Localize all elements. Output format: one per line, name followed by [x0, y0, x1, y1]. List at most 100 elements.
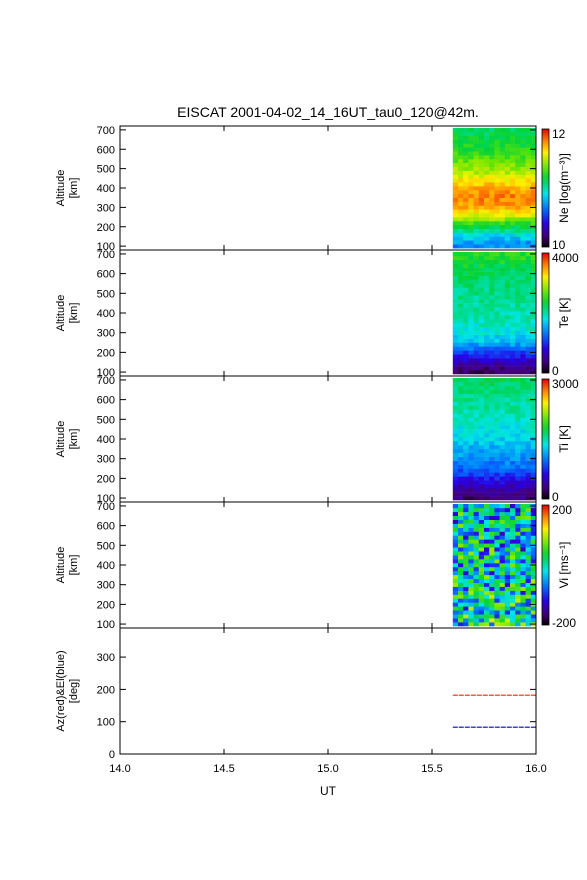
heatmap-cell	[473, 299, 480, 304]
heatmap-cell	[458, 551, 464, 556]
heatmap-cell	[515, 259, 521, 264]
heatmap-cell	[489, 155, 495, 160]
heatmap-cell	[494, 590, 500, 595]
heatmap-cell	[530, 236, 537, 241]
heatmap-cell	[458, 381, 464, 387]
heatmap-cell	[468, 182, 474, 187]
heatmap-cell	[463, 170, 469, 175]
heatmap-cell	[468, 178, 474, 183]
heatmap-cell	[473, 147, 480, 152]
heatmap-cell	[463, 444, 469, 450]
heatmap-cell	[520, 166, 526, 171]
heatmap-cell	[478, 358, 485, 363]
heatmap-cell	[504, 244, 511, 249]
heatmap-cell	[484, 189, 490, 195]
heatmap-cell	[452, 397, 459, 402]
heatmap-cell	[463, 393, 469, 398]
heatmap-cell	[510, 307, 516, 312]
heatmap-cell	[452, 433, 459, 438]
heatmap-cell	[499, 201, 506, 206]
y-tick-label: 700	[97, 501, 115, 513]
heatmap-cell	[468, 228, 474, 233]
heatmap-cell	[458, 421, 464, 426]
heatmap-cell	[468, 385, 474, 390]
heatmap-cell	[499, 618, 506, 623]
heatmap-cell	[499, 397, 506, 402]
heatmap-cell	[530, 295, 537, 300]
heatmap-cell	[463, 224, 469, 229]
heatmap-cell	[468, 511, 474, 516]
heatmap-cell	[499, 563, 506, 568]
heatmap-cell	[494, 543, 500, 548]
heatmap-cell	[463, 217, 469, 222]
heatmap-cell	[499, 366, 506, 371]
heatmap-cell	[468, 255, 474, 261]
y-axis-label: Altitude	[55, 421, 67, 458]
heatmap-cell	[478, 567, 485, 572]
heatmap-cell	[520, 244, 526, 249]
heatmap-cell	[478, 228, 485, 233]
heatmap-cell	[463, 397, 469, 402]
heatmap-cell	[504, 610, 511, 615]
heatmap-cell	[494, 464, 500, 469]
heatmap-cell	[484, 147, 490, 152]
heatmap-cell	[510, 606, 516, 611]
heatmap-cell	[499, 311, 506, 316]
heatmap-cell	[525, 162, 532, 167]
heatmap-cell	[458, 330, 464, 335]
heatmap-cell	[515, 350, 521, 355]
heatmap-cell	[484, 405, 490, 410]
heatmap-cell	[473, 279, 480, 284]
heatmap-cell	[520, 381, 526, 387]
heatmap-cell	[525, 342, 532, 347]
heatmap-cell	[484, 456, 490, 461]
heatmap-cell	[504, 397, 511, 402]
heatmap-cell	[525, 397, 532, 402]
heatmap-cell	[458, 464, 464, 469]
heatmap-cell	[494, 480, 500, 485]
heatmap-cell	[478, 492, 485, 497]
heatmap-cell	[458, 162, 464, 167]
heatmap-cell	[525, 366, 532, 371]
heatmap-cell	[515, 389, 521, 394]
heatmap-cell	[458, 178, 464, 183]
heatmap-cell	[504, 147, 511, 152]
heatmap-cell	[515, 299, 521, 304]
heatmap-cell	[525, 303, 532, 308]
x-tick-label: 15.0	[317, 763, 338, 775]
heatmap-cell	[473, 315, 480, 320]
heatmap-cell	[463, 139, 469, 144]
heatmap-cell	[452, 555, 459, 560]
heatmap-cell	[458, 582, 464, 587]
heatmap-cell	[452, 464, 459, 469]
heatmap-cell	[520, 322, 526, 327]
heatmap-cell	[489, 193, 495, 198]
heatmap-cell	[452, 291, 459, 296]
heatmap-cell	[515, 342, 521, 347]
heatmap-cell	[473, 539, 480, 544]
heatmap-cell	[473, 496, 480, 501]
heatmap-cell	[494, 186, 500, 191]
heatmap-cell	[504, 405, 511, 410]
heatmap-cell	[499, 178, 506, 183]
heatmap-cell	[515, 397, 521, 402]
heatmap-cell	[525, 186, 532, 191]
heatmap-cell	[458, 342, 464, 347]
heatmap-cell	[499, 205, 506, 210]
heatmap-cell	[473, 197, 480, 202]
heatmap-cell	[510, 519, 516, 524]
heatmap-cell	[489, 151, 495, 156]
heatmap-cell	[452, 389, 459, 394]
heatmap-cell	[530, 362, 537, 367]
heatmap-cell	[530, 468, 537, 473]
heatmap-cell	[484, 437, 490, 442]
heatmap-cell	[515, 283, 521, 288]
heatmap-cell	[478, 378, 485, 383]
heatmap-cell	[473, 326, 480, 331]
heatmap-cell	[478, 547, 485, 552]
heatmap-cell	[530, 334, 537, 339]
heatmap-cell	[530, 393, 537, 398]
heatmap-cell	[510, 476, 516, 481]
heatmap-cell	[458, 405, 464, 410]
heatmap-cell	[515, 158, 521, 164]
